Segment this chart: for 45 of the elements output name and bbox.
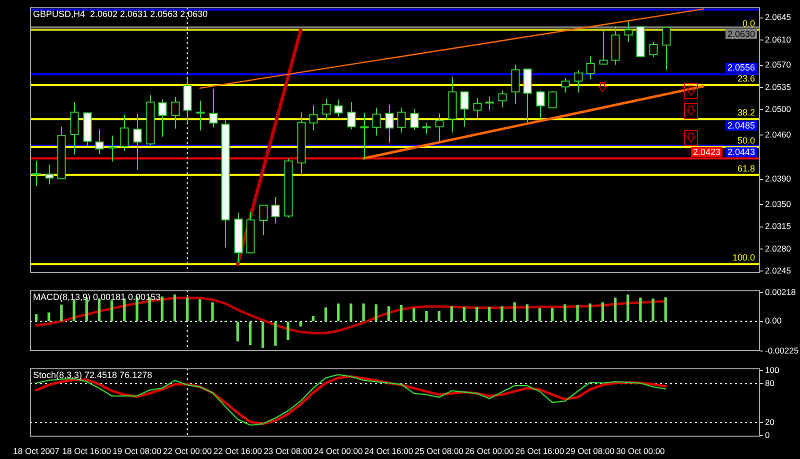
x-tick-label: 19 Oct 08:00 [112, 446, 162, 456]
y-tick-label: 0.00 [765, 316, 782, 326]
x-tick-label: 22 Oct 16:00 [213, 446, 262, 456]
ref-line-label: 2.0443 [727, 147, 755, 158]
y-tick-label: 2.0570 [765, 60, 792, 70]
y-tick-label: 2.0645 [765, 12, 792, 22]
ref-line-label: 2.0485 [727, 120, 755, 131]
annotation: 0.0 [742, 18, 755, 28]
y-tick-label: 80 [765, 378, 775, 388]
y-tick-label: 2.0350 [765, 198, 792, 209]
x-tick-label: 23 Oct 08:00 [264, 446, 313, 456]
annotation: 38.2 [737, 108, 756, 118]
y-tick-label: 2.0460 [765, 129, 792, 140]
chart-title: Stoch(8,3,3) 72.4518 76.1278 [33, 370, 152, 380]
x-tick-label: 26 Oct 00:00 [465, 446, 514, 456]
y-tick-label: 2.0610 [765, 34, 792, 44]
annotation: 61.8 [737, 163, 756, 174]
y-tick-label: 20 [765, 416, 775, 427]
y-tick-label: 2.0315 [765, 221, 792, 232]
ref-line-label: 2.0630 [727, 28, 755, 39]
chart-title: GBPUSD,H4 2.0602 2.0631 2.0563 2.0630 [33, 9, 208, 20]
ref-line-label: 2.0556 [727, 62, 755, 73]
x-tick-label: 18 Oct 2007 [13, 446, 60, 456]
y-tick-label: 2.0280 [765, 243, 792, 254]
y-tick-label: 2.0535 [765, 82, 792, 92]
y-tick-label: 0 [765, 430, 770, 440]
x-tick-label: 22 Oct 00:00 [162, 446, 212, 456]
y-tick-label: 100 [765, 365, 780, 376]
y-tick-label: 2.0245 [765, 265, 792, 276]
annotation: 50.0 [737, 136, 756, 146]
y-tick-label: -0.00225 [765, 345, 799, 356]
annotation: 23.6 [737, 73, 756, 84]
annotation: 100.0 [732, 252, 756, 263]
chart-title: MACD(8,13,9) 0.00181 0.00153 [33, 292, 161, 302]
x-tick-label: 29 Oct 08:00 [566, 446, 615, 456]
x-tick-label: 26 Oct 16:00 [515, 446, 564, 456]
x-tick-label: 24 Oct 00:00 [314, 446, 363, 456]
y-tick-label: 2.0500 [765, 104, 792, 114]
ref-line-label: 2.0423 [692, 146, 720, 157]
x-tick-label: 18 Oct 16:00 [62, 446, 112, 456]
y-tick-label: 0.00218 [765, 287, 796, 298]
x-tick-label: 30 Oct 00:00 [616, 446, 666, 456]
x-tick-label: 24 Oct 16:00 [364, 446, 414, 456]
x-tick-label: 25 Oct 08:00 [414, 446, 464, 456]
y-tick-label: 2.0390 [765, 174, 792, 184]
